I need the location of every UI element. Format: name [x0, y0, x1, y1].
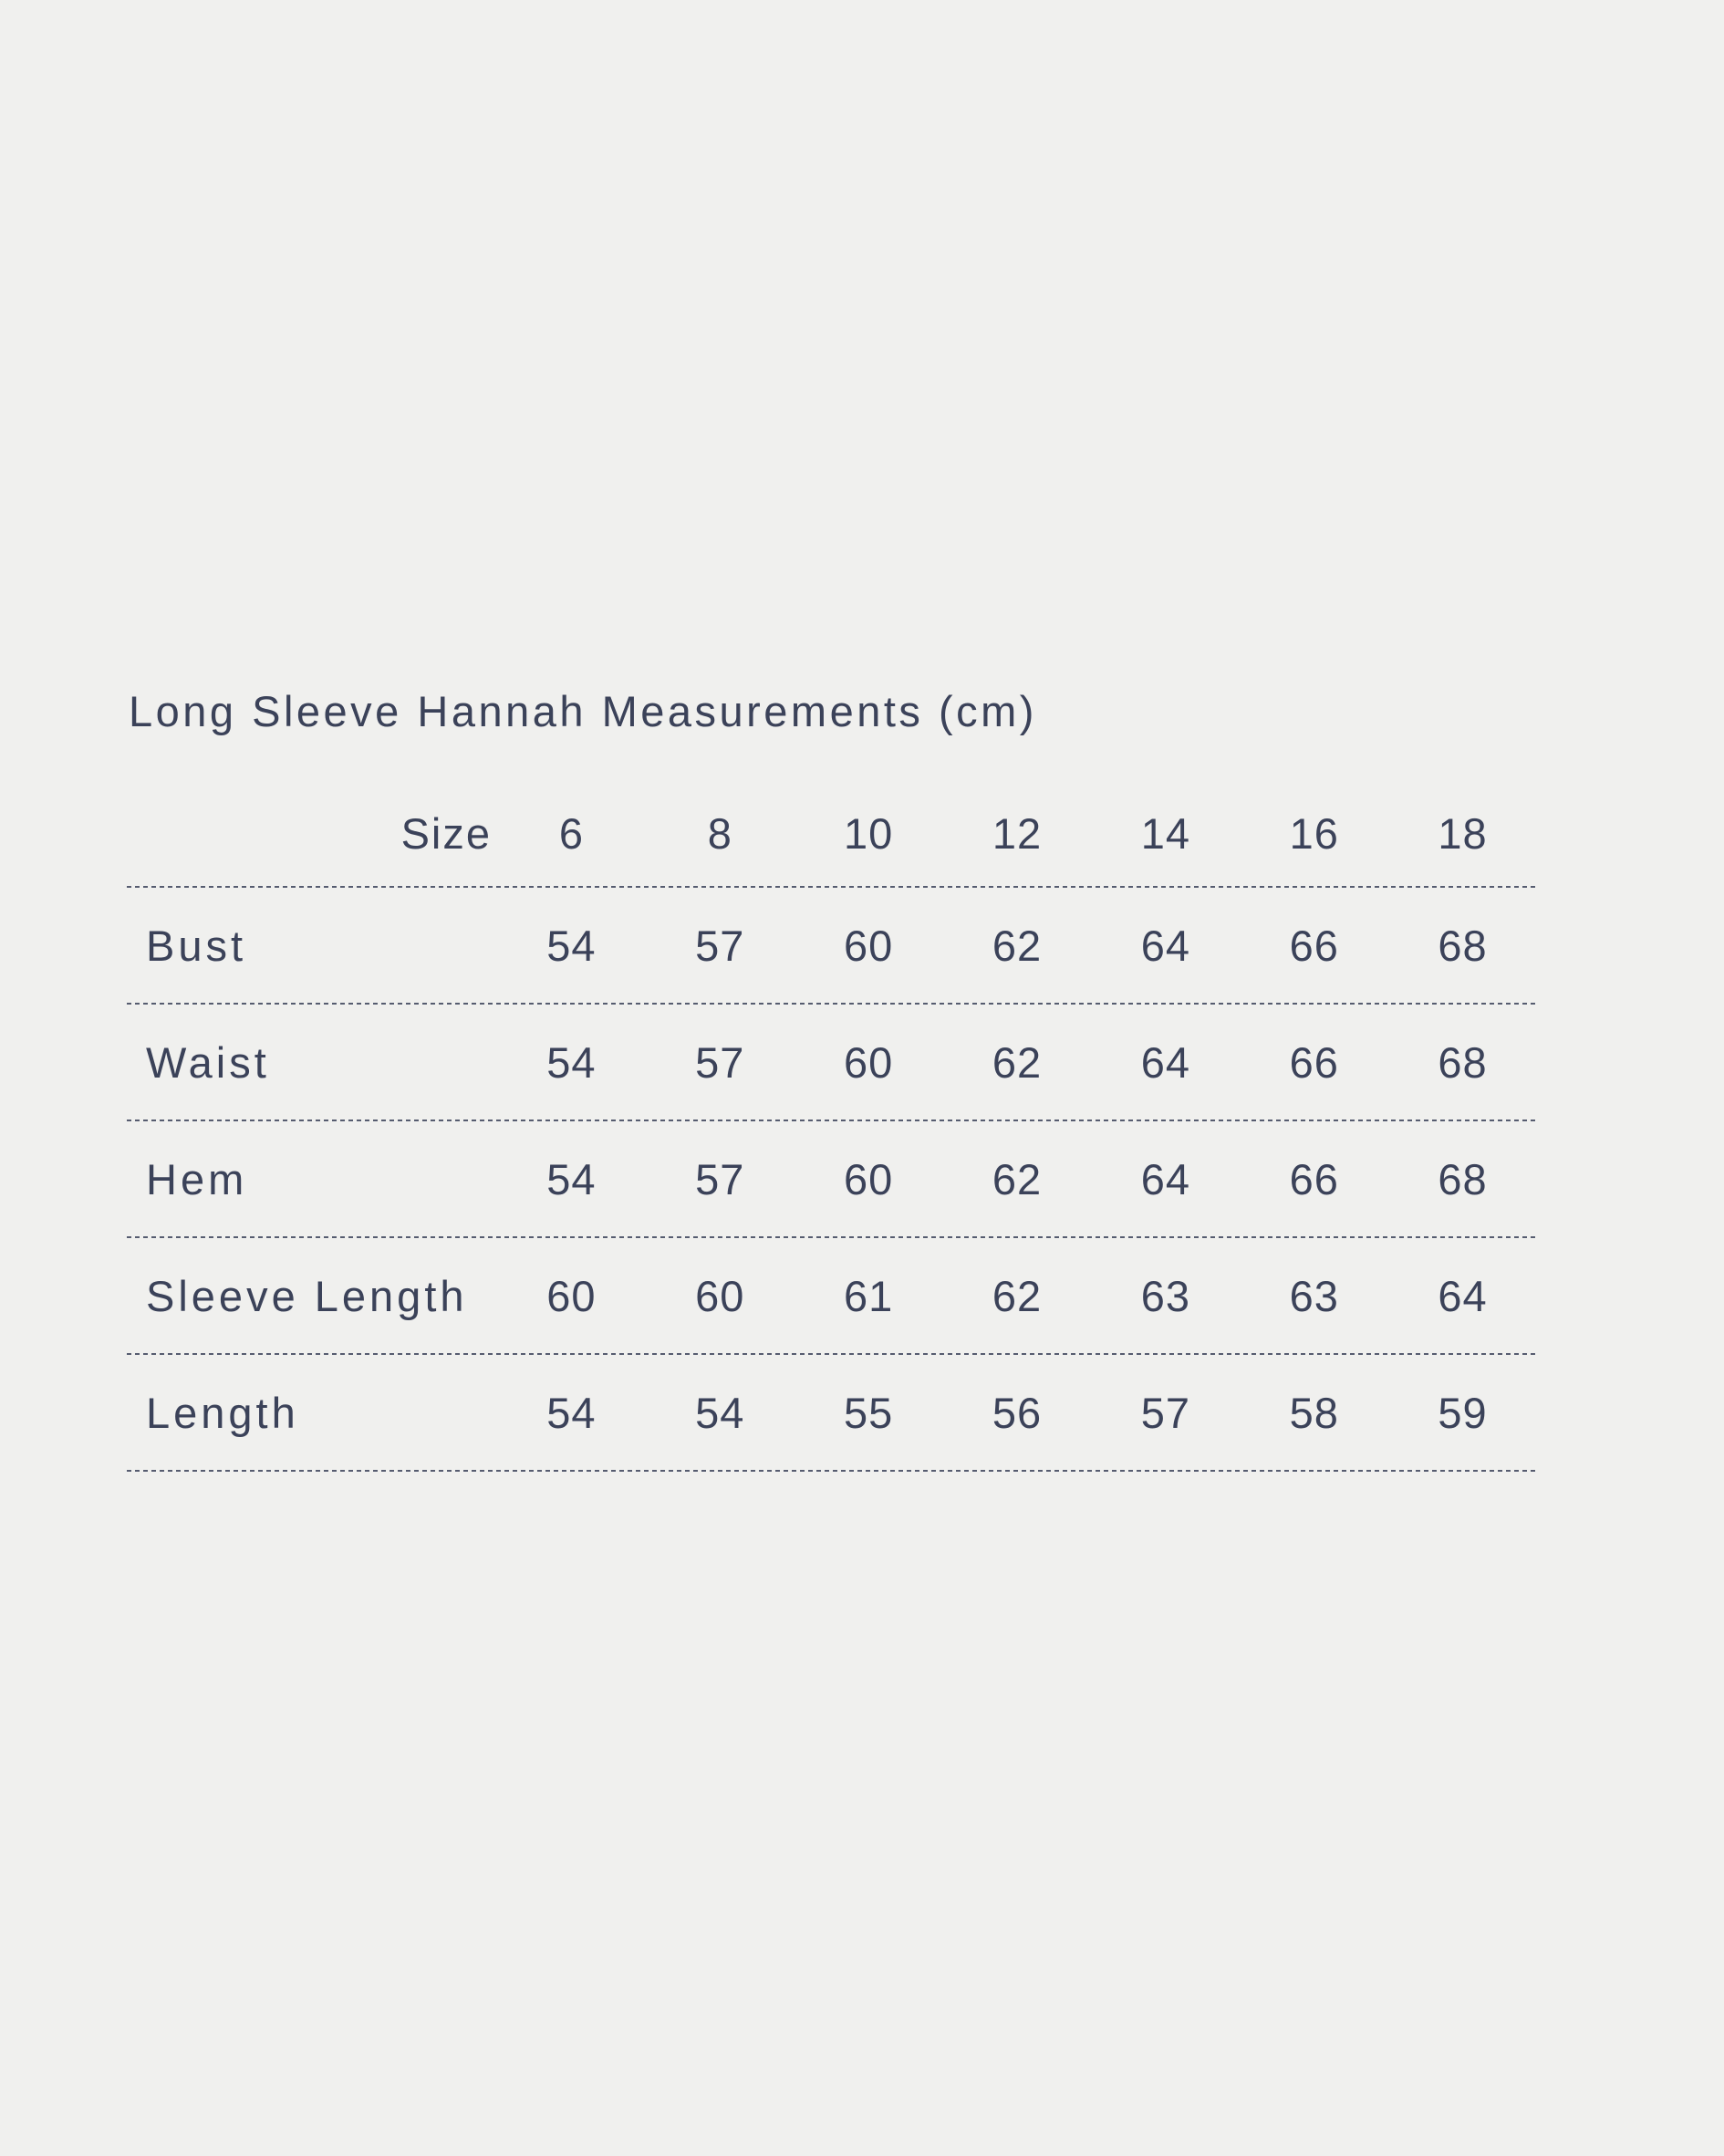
table-cell: 58 — [1289, 1388, 1339, 1437]
table-row-bust: Bust 54 57 60 62 64 66 68 — [127, 888, 1537, 1003]
table-cell: 68 — [1438, 921, 1488, 970]
table-cell: 62 — [992, 1037, 1043, 1087]
row-divider — [127, 1120, 1537, 1121]
row-divider — [127, 1353, 1537, 1355]
row-divider — [127, 1236, 1537, 1238]
table-cell: 63 — [1289, 1271, 1339, 1320]
row-label-length: Length — [146, 1388, 299, 1437]
table-cell: 55 — [843, 1388, 894, 1437]
table-cell: 57 — [695, 921, 745, 970]
table-cell: 54 — [695, 1388, 745, 1437]
table-cell: 64 — [1438, 1271, 1488, 1320]
measurements-table: Size 6 8 10 12 14 16 18 Bust 54 57 60 62… — [127, 780, 1537, 1472]
row-label-bust: Bust — [146, 921, 247, 970]
table-cell: 66 — [1289, 1037, 1339, 1087]
table-cell: 60 — [695, 1271, 745, 1320]
row-divider — [127, 886, 1537, 888]
table-cell: 60 — [843, 921, 894, 970]
row-label-waist: Waist — [146, 1037, 270, 1087]
table-cell: 54 — [546, 1037, 597, 1087]
table-cell: 57 — [695, 1154, 745, 1203]
table-cell: 57 — [1140, 1388, 1190, 1437]
column-header-16: 16 — [1289, 808, 1339, 858]
row-divider — [127, 1470, 1537, 1472]
table-cell: 54 — [546, 1388, 597, 1437]
table-cell: 54 — [546, 921, 597, 970]
table-cell: 62 — [992, 1271, 1043, 1320]
column-header-14: 14 — [1140, 808, 1190, 858]
table-cell: 64 — [1140, 921, 1190, 970]
column-header-10: 10 — [843, 808, 894, 858]
table-cell: 63 — [1140, 1271, 1190, 1320]
row-divider — [127, 1003, 1537, 1005]
table-cell: 68 — [1438, 1154, 1488, 1203]
column-header-6: 6 — [558, 808, 584, 858]
table-row-hem: Hem 54 57 60 62 64 66 68 — [127, 1121, 1537, 1236]
table-cell: 57 — [695, 1037, 745, 1087]
table-row-length: Length 54 54 55 56 57 58 59 — [127, 1355, 1537, 1470]
table-row-waist: Waist 54 57 60 62 64 66 68 — [127, 1005, 1537, 1120]
table-cell: 66 — [1289, 921, 1339, 970]
table-cell: 54 — [546, 1154, 597, 1203]
row-label-hem: Hem — [146, 1154, 248, 1203]
table-cell: 64 — [1140, 1154, 1190, 1203]
table-cell: 60 — [843, 1154, 894, 1203]
table-row-sleeve-length: Sleeve Length 60 60 61 62 63 63 64 — [127, 1238, 1537, 1353]
table-cell: 64 — [1140, 1037, 1190, 1087]
table-cell: 66 — [1289, 1154, 1339, 1203]
table-cell: 60 — [843, 1037, 894, 1087]
column-header-8: 8 — [707, 808, 732, 858]
column-header-12: 12 — [992, 808, 1043, 858]
page-title: Long Sleeve Hannah Measurements (cm) — [129, 687, 1037, 735]
table-header-row: Size 6 8 10 12 14 16 18 — [127, 780, 1537, 886]
table-cell: 59 — [1438, 1388, 1488, 1437]
row-label-sleeve-length: Sleeve Length — [146, 1271, 468, 1320]
table-cell: 60 — [546, 1271, 597, 1320]
table-cell: 68 — [1438, 1037, 1488, 1087]
table-cell: 61 — [843, 1271, 894, 1320]
column-header-18: 18 — [1438, 808, 1488, 858]
table-cell: 62 — [992, 921, 1043, 970]
table-cell: 62 — [992, 1154, 1043, 1203]
column-header-size: Size — [400, 808, 492, 858]
table-cell: 56 — [992, 1388, 1043, 1437]
